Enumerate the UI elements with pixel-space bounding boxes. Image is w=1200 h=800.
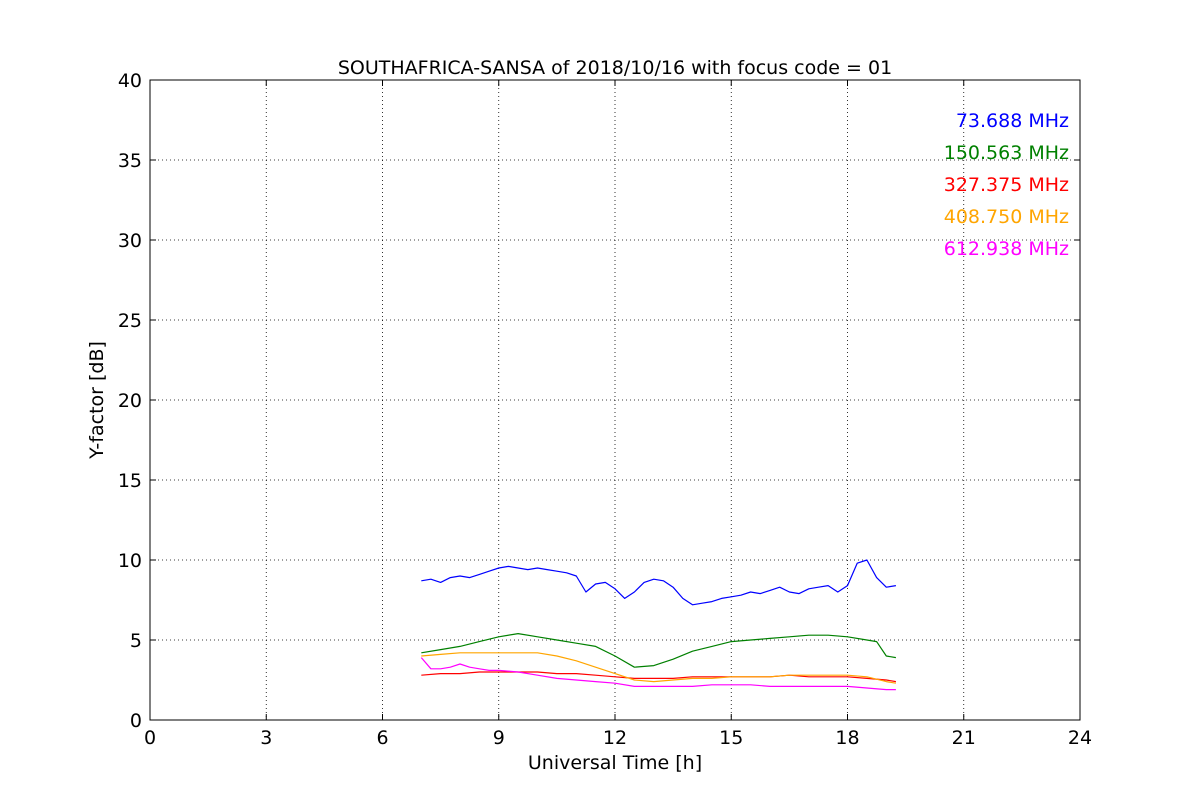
x-axis-title: Universal Time [h] <box>528 752 702 774</box>
y-tick-label: 25 <box>118 310 142 332</box>
x-tick-label: 9 <box>493 727 505 749</box>
x-tick-label: 0 <box>144 727 156 749</box>
x-tick-label: 15 <box>719 727 743 749</box>
legend: 73.688 MHz 150.563 MHz 327.375 MHz 408.750 … <box>944 110 1069 260</box>
series-line-2 <box>421 671 896 683</box>
y-tick-label: 5 <box>130 630 142 652</box>
x-tick-label: 3 <box>260 727 272 749</box>
y-tick-label: 20 <box>118 390 142 412</box>
legend-entry-0: 73.688 MHz <box>956 110 1069 132</box>
x-tick-label: 24 <box>1068 727 1092 749</box>
legend-entry-2: 327.375 MHz <box>944 174 1069 196</box>
legend-entry-4: 612.938 MHz <box>944 238 1069 260</box>
y-tick-label: 40 <box>118 70 142 92</box>
x-tick-label: 6 <box>376 727 388 749</box>
series-line-4 <box>420 657 896 691</box>
x-tick-label: 18 <box>835 727 859 749</box>
x-tick-label: 21 <box>952 727 976 749</box>
series-line-3 <box>421 652 896 684</box>
series-line-1 <box>421 632 896 668</box>
x-tick-label: 12 <box>603 727 627 749</box>
series-line-0 <box>421 559 896 606</box>
grid <box>149 79 1081 721</box>
axis-ticks: 0 3 6 9 12 15 18 21 24 0 5 10 15 20 25 30 35 40 <box>118 70 1092 749</box>
chart-title: SOUTHAFRICA-SANSA of 2018/10/16 with foc… <box>338 57 892 79</box>
legend-entry-3: 408.750 MHz <box>944 206 1069 228</box>
y-tick-label: 10 <box>118 550 142 572</box>
y-tick-label: 0 <box>130 710 142 732</box>
plot-series <box>420 559 896 691</box>
legend-entry-1: 150.563 MHz <box>944 142 1069 164</box>
y-tick-label: 30 <box>118 230 142 252</box>
y-tick-label: 15 <box>118 470 142 492</box>
y-axis-title: Y-factor [dB] <box>86 341 108 460</box>
y-tick-label: 35 <box>118 150 142 172</box>
